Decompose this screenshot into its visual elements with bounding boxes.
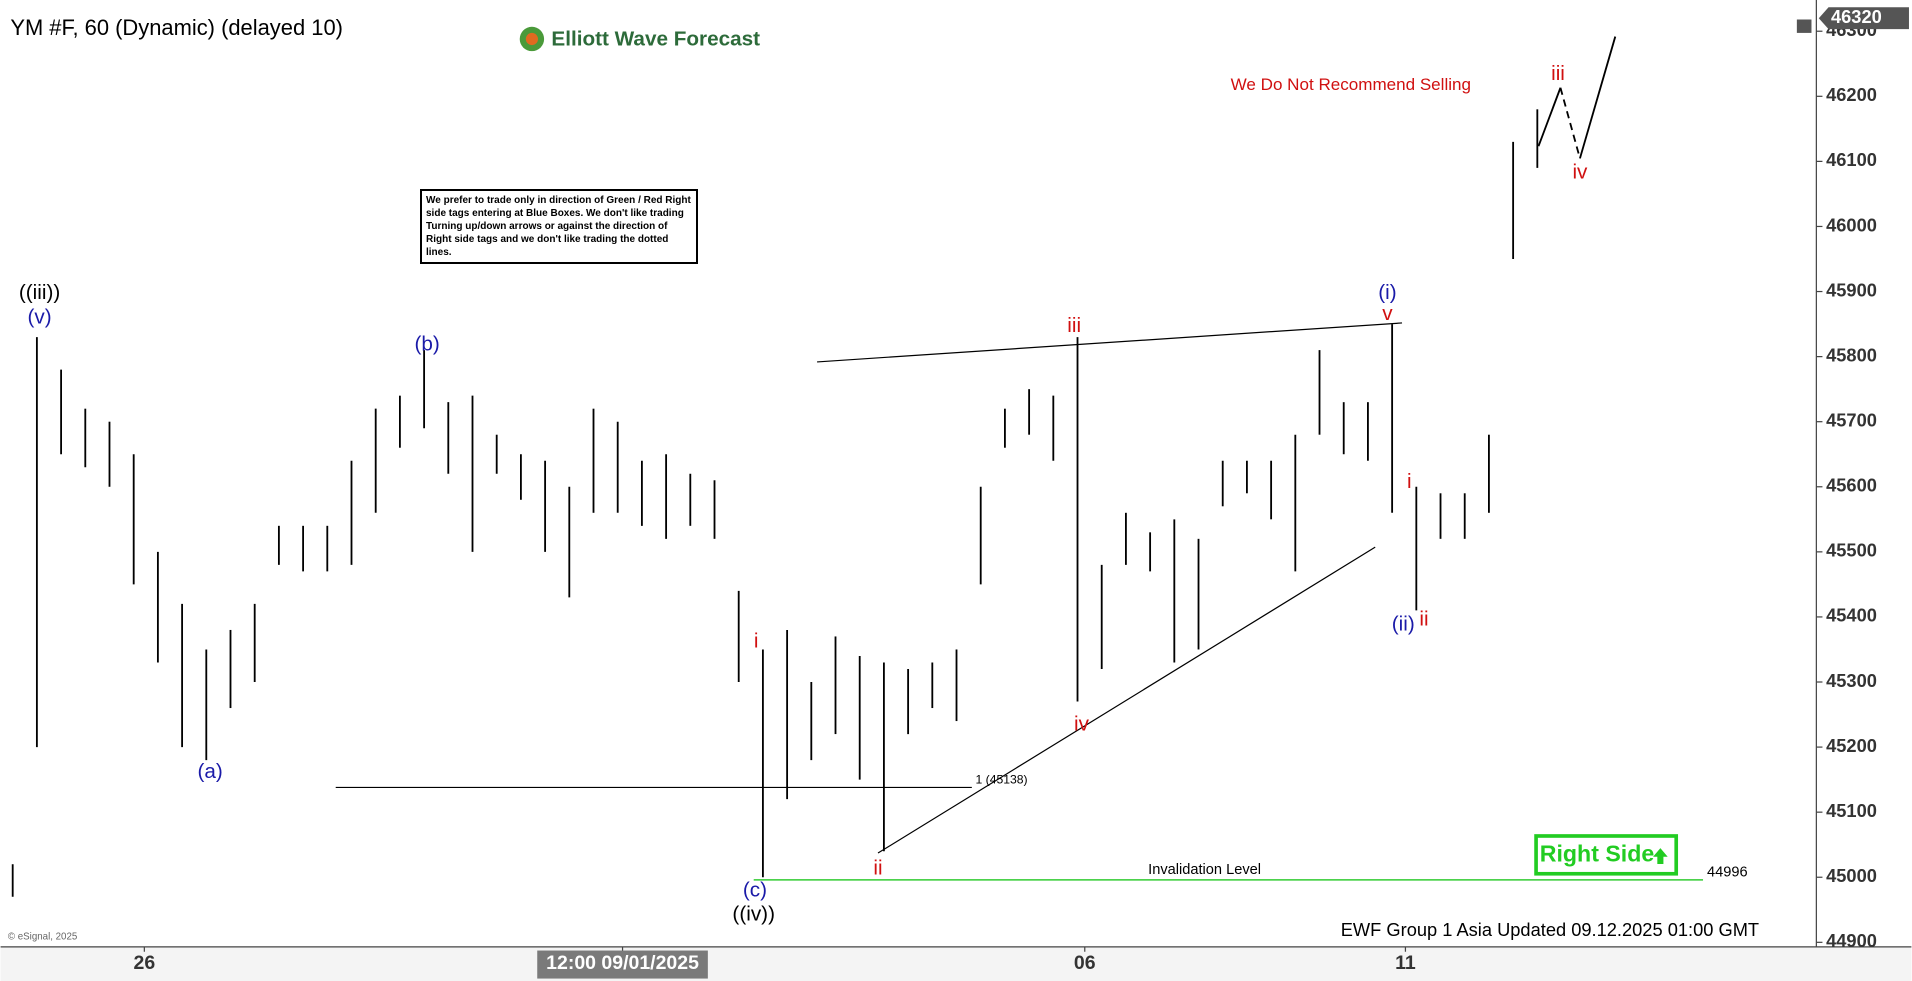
wave-label: v bbox=[1382, 302, 1393, 325]
wave-label: (c) bbox=[743, 878, 767, 901]
x-axis-band bbox=[0, 946, 1912, 981]
projection bbox=[1559, 87, 1581, 159]
window-icon[interactable] bbox=[1796, 19, 1812, 33]
y-tick-label: 45700 bbox=[1826, 410, 1877, 431]
brand: Elliott Wave Forecast bbox=[551, 28, 760, 51]
y-tick-label: 45300 bbox=[1826, 670, 1877, 691]
up-arrow bbox=[1653, 848, 1668, 865]
note: We prefer to trade only in direction of … bbox=[420, 189, 698, 264]
wave-label: iii bbox=[1551, 62, 1565, 85]
x-tick-highlight bbox=[537, 950, 708, 979]
wave-label: ((iv)) bbox=[732, 903, 775, 926]
projection bbox=[1579, 36, 1617, 159]
y-tick-label: 45900 bbox=[1826, 279, 1877, 300]
copyright: © eSignal, 2025 bbox=[8, 932, 77, 943]
y-tick-label: 46200 bbox=[1826, 84, 1877, 105]
x-tick-label: 26 bbox=[133, 952, 155, 974]
wave-label: iii bbox=[1067, 314, 1081, 337]
warning: We Do Not Recommend Selling bbox=[1231, 75, 1471, 94]
right-side-box bbox=[1534, 834, 1679, 876]
wave-label: ii bbox=[1419, 608, 1428, 631]
wave-label: iv bbox=[1074, 713, 1090, 736]
wave-label: (i) bbox=[1378, 281, 1396, 304]
y-tick-label: 45500 bbox=[1826, 540, 1877, 561]
wave-label: iv bbox=[1572, 161, 1588, 184]
wave-label: ((iii)) bbox=[19, 281, 60, 304]
y-tick-label: 45200 bbox=[1826, 735, 1877, 756]
x-tick-label: 11 bbox=[1395, 952, 1416, 974]
wave-label: (ii) bbox=[1392, 613, 1415, 636]
wave-label: i bbox=[1407, 470, 1412, 493]
wave-label: i bbox=[754, 630, 759, 653]
last-price: 46320 bbox=[1831, 6, 1882, 27]
wave-label: ii bbox=[873, 856, 882, 879]
y-tick-label: 45400 bbox=[1826, 605, 1877, 626]
trendline bbox=[817, 322, 1403, 363]
y-tick-label: 45100 bbox=[1826, 800, 1877, 821]
invalidation-value: 44996 bbox=[1707, 864, 1748, 880]
footer: EWF Group 1 Asia Updated 09.12.2025 01:0… bbox=[1341, 919, 1759, 940]
x-tick-label: 12:00 09/01/2025 bbox=[546, 952, 699, 974]
trendline bbox=[877, 546, 1376, 854]
x-tick-label: 06 bbox=[1074, 952, 1096, 974]
extension-label: 1 (45138) bbox=[975, 772, 1027, 786]
wave-label: (v) bbox=[28, 306, 52, 329]
chart-title: YM #F, 60 (Dynamic) (delayed 10) bbox=[10, 15, 343, 40]
y-tick-label: 46000 bbox=[1826, 214, 1877, 235]
wave-label: (b) bbox=[414, 332, 439, 355]
logo bbox=[525, 32, 539, 46]
right-side: Right Side bbox=[1540, 841, 1655, 867]
y-tick-label: 44900 bbox=[1826, 930, 1877, 951]
last-price-tag bbox=[1818, 7, 1909, 30]
wave-label: (a) bbox=[198, 760, 223, 783]
y-tick-label: 45000 bbox=[1826, 865, 1877, 886]
projection bbox=[1537, 87, 1562, 147]
y-tick-label: 45800 bbox=[1826, 344, 1877, 365]
y-tick-label: 46100 bbox=[1826, 149, 1877, 170]
invalidation-label: Invalidation Level bbox=[1148, 862, 1261, 878]
y-tick-label: 45600 bbox=[1826, 475, 1877, 496]
